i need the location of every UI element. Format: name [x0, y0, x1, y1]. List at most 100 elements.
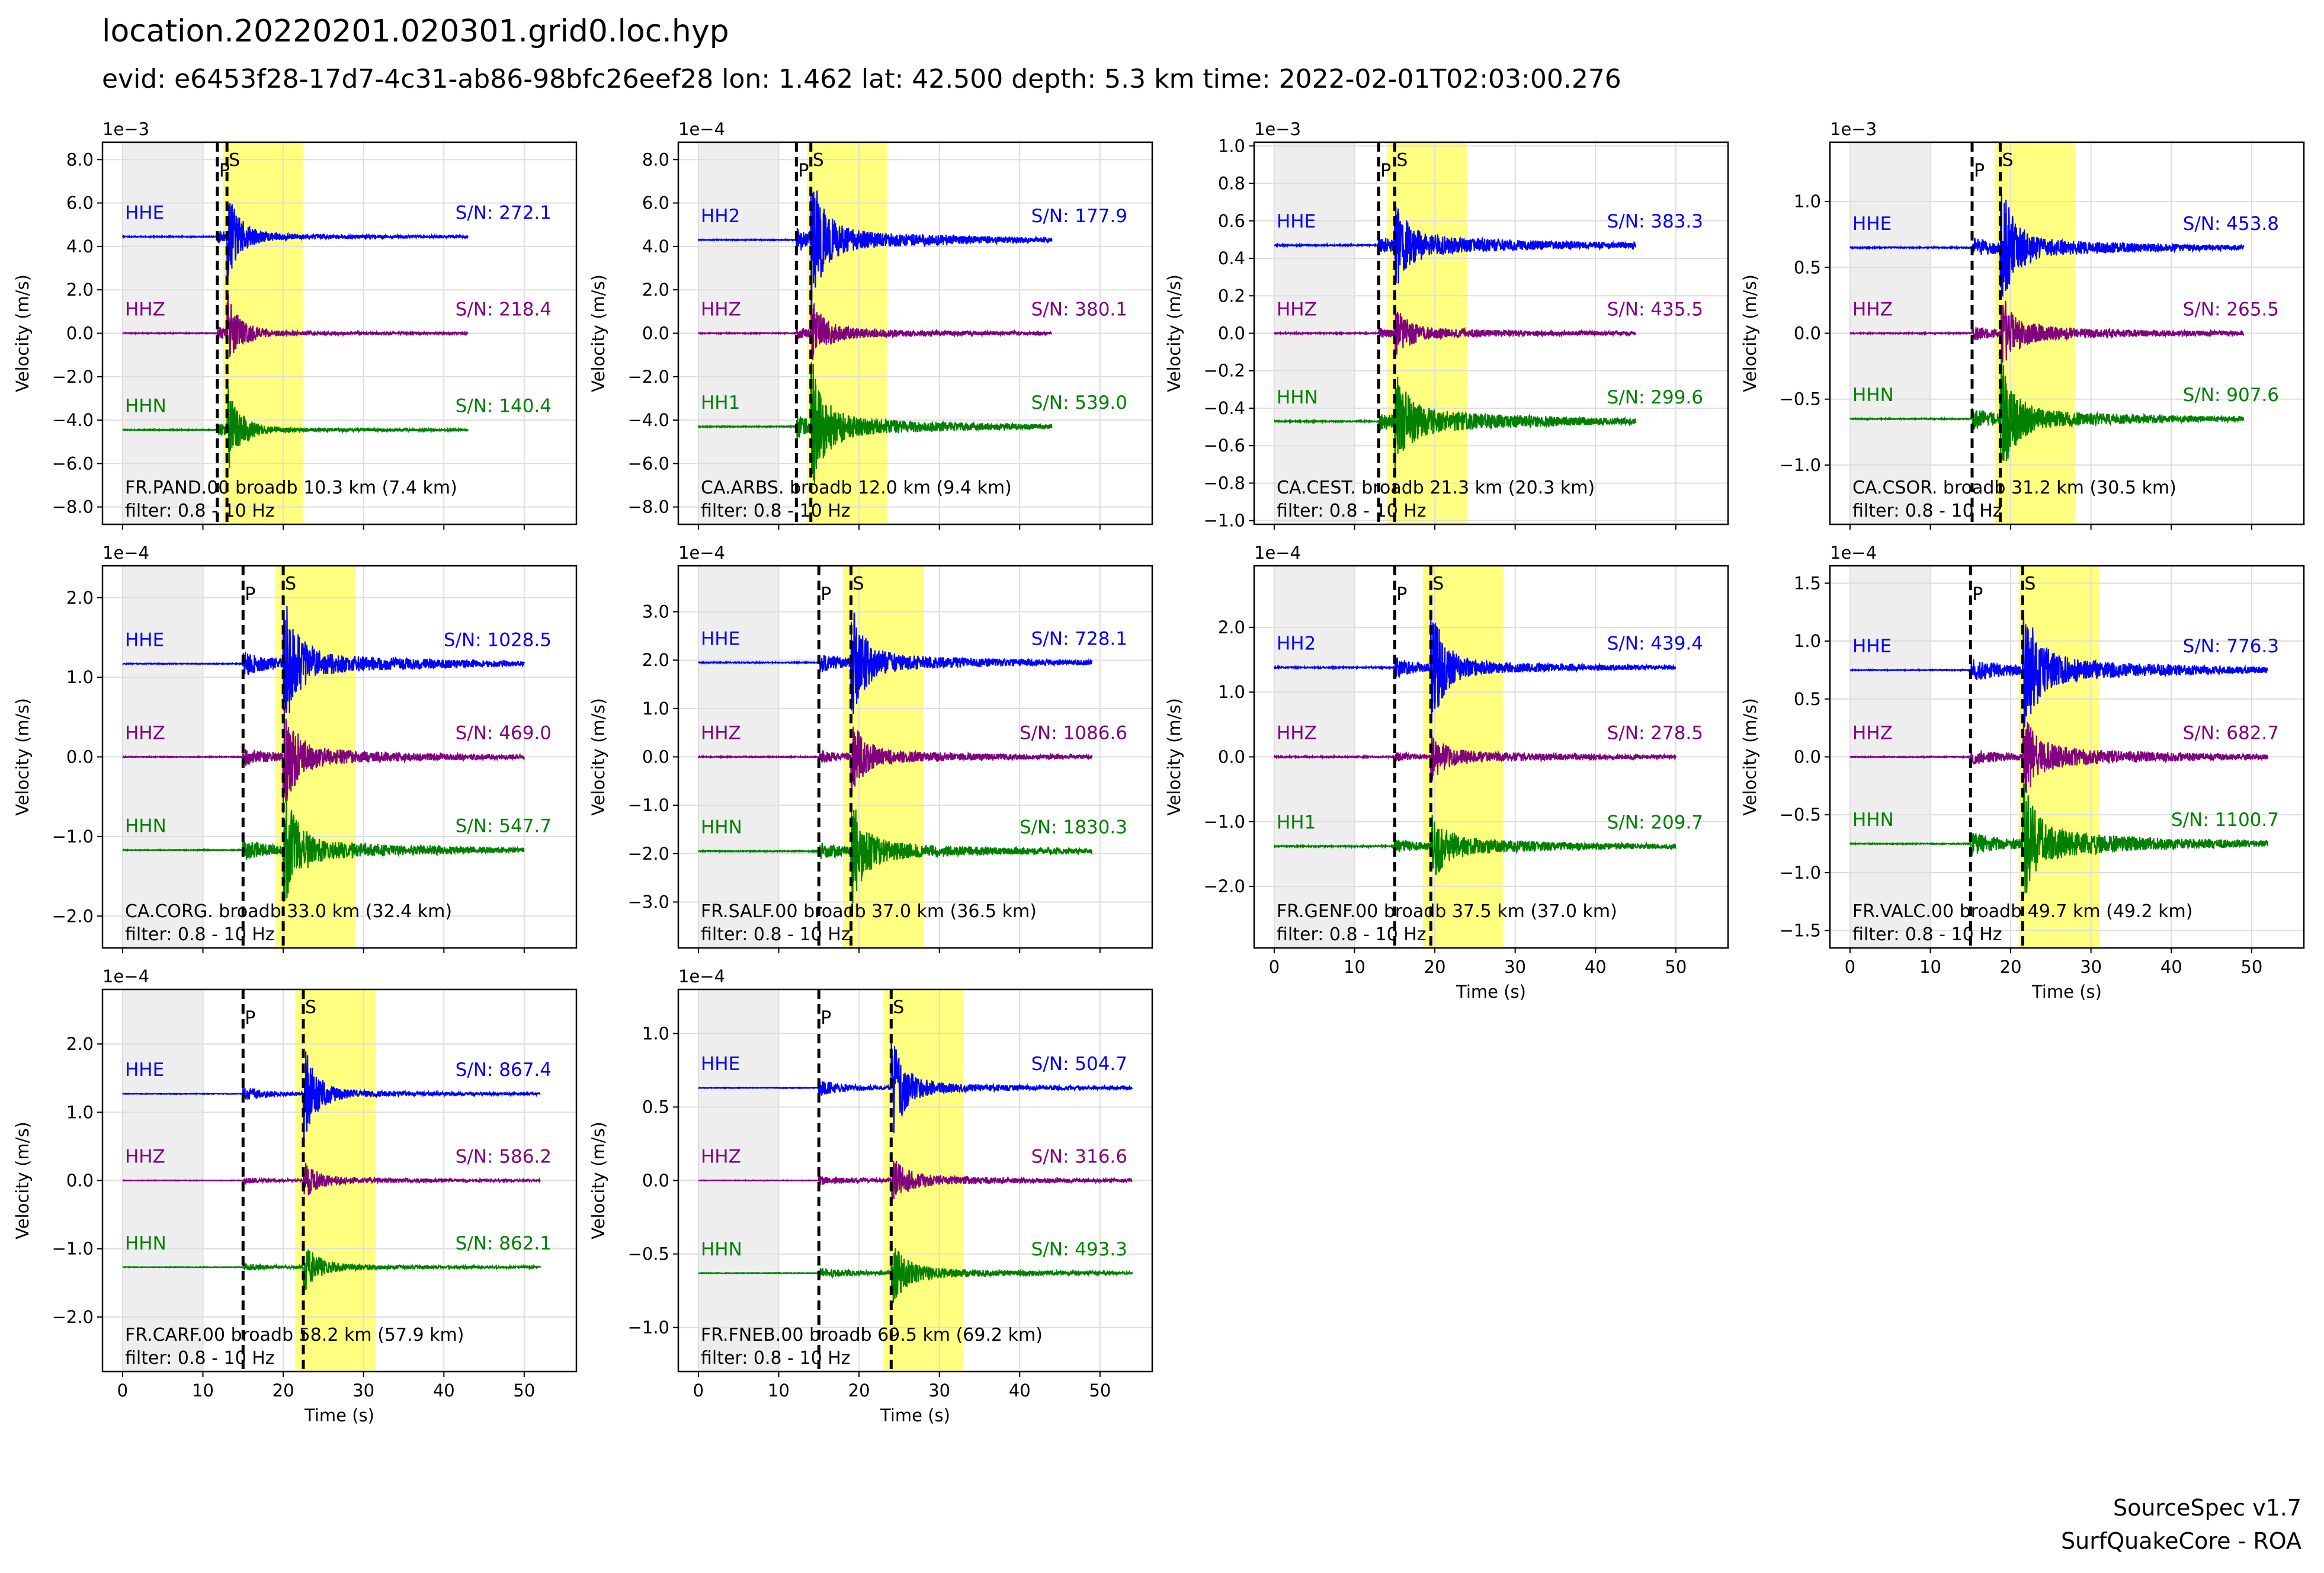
y-tick-label: −1.0	[1780, 863, 1821, 883]
plot-area	[1830, 566, 2304, 948]
x-tick-label: 10	[192, 1380, 214, 1401]
x-tick-label: 30	[928, 1380, 950, 1401]
y-tick-label: 2.0	[642, 280, 669, 300]
sn-label: S/N: 907.6	[2183, 385, 2279, 406]
sn-label: S/N: 862.1	[456, 1233, 552, 1254]
trace-hhz	[1273, 736, 1677, 781]
channel-label: HHZ	[125, 1146, 165, 1168]
y-tick-label: −6.0	[628, 453, 669, 473]
filter-label: filter: 0.8 - 10 Hz	[1277, 501, 1427, 521]
sn-label: S/N: 380.1	[1031, 299, 1127, 321]
p-phase-label: P	[1972, 584, 1983, 605]
sn-label: S/N: 1830.3	[1020, 817, 1127, 838]
axis-exponent: 1e−3	[1830, 119, 1877, 139]
x-axis-label: Time (s)	[2031, 982, 2102, 1002]
station-label: FR.FNEB.00 broadb 69.5 km (69.2 km)	[701, 1325, 1043, 1345]
sn-label: S/N: 586.2	[456, 1146, 552, 1168]
chart-panel: 1.0 0.8 0.6 0.4 0.2 0.0 −0.2 −0.4 −0.6 −0.8 −1.0 Ve…	[1164, 119, 1729, 531]
y-tick-label: −1.0	[52, 1239, 94, 1259]
axis-exponent: 1e−4	[102, 966, 149, 986]
y-tick-label: 2.0	[642, 650, 669, 670]
chart-panel: 8.0 6.0 4.0 2.0 0.0 −2.0 −4.0 −6.0 −8.0 Velocity …	[588, 119, 1153, 530]
y-tick-label: 0.5	[642, 1097, 669, 1117]
y-axis-label: Velocity (m/s)	[12, 1122, 33, 1239]
s-phase-label: S	[2002, 150, 2013, 171]
chart-panel: 1.0 0.5 0.0 −0.5 −1.0 0 10 20 30 40 50 Time (s) Velo…	[588, 966, 1153, 1425]
trace-hhe	[122, 1051, 541, 1142]
channel-label: HH1	[1277, 812, 1316, 833]
x-axis-label: Time (s)	[304, 1405, 374, 1425]
sn-label: S/N: 453.8	[2183, 213, 2279, 235]
trace-hh2	[697, 190, 1053, 309]
channel-label: HHZ	[1852, 723, 1893, 744]
s-phase-label: S	[305, 997, 316, 1018]
y-tick-label: −0.4	[1204, 398, 1245, 418]
channel-label: HHE	[125, 629, 164, 651]
trace-hhn	[122, 389, 469, 469]
channel-label: HHN	[1277, 387, 1318, 408]
y-tick-label: 0.0	[1794, 747, 1821, 767]
channel-label: HH1	[701, 392, 740, 414]
station-label: FR.GENF.00 broadb 37.5 km (37.0 km)	[1277, 901, 1617, 922]
x-tick-label: 30	[2080, 957, 2102, 977]
sn-label: S/N: 776.3	[2183, 636, 2279, 657]
sn-label: S/N: 209.7	[1607, 812, 1703, 833]
y-tick-label: −2.0	[52, 367, 94, 387]
axis-exponent: 1e−4	[678, 966, 725, 986]
trace-hhe	[697, 612, 1093, 715]
y-tick-label: 3.0	[642, 602, 669, 622]
x-tick-label: 40	[2160, 957, 2182, 977]
y-tick-label: 1.0	[1218, 682, 1245, 702]
filter-label: filter: 0.8 - 10 Hz	[125, 924, 275, 945]
y-tick-label: 0.4	[1218, 248, 1245, 268]
plot-area	[1830, 142, 2304, 524]
y-axis-label: Velocity (m/s)	[1740, 274, 1760, 392]
y-tick-label: 8.0	[642, 149, 669, 169]
channel-label: HHZ	[1277, 723, 1317, 744]
sn-label: S/N: 278.5	[1607, 723, 1703, 744]
x-tick-label: 0	[117, 1380, 128, 1401]
trace-hhe	[121, 203, 469, 278]
x-tick-label: 0	[693, 1380, 704, 1401]
filter-label: filter: 0.8 - 10 Hz	[1277, 924, 1427, 945]
y-tick-label: 2.0	[66, 1034, 94, 1054]
y-tick-label: −0.2	[1204, 361, 1245, 381]
y-tick-label: 0.0	[66, 747, 94, 767]
sn-label: S/N: 682.7	[2183, 723, 2279, 744]
sn-label: S/N: 272.1	[456, 202, 552, 223]
y-tick-label: 1.0	[642, 699, 669, 719]
y-tick-label: 1.0	[66, 667, 94, 687]
s-phase-label: S	[285, 574, 296, 594]
y-tick-label: 0.0	[66, 1171, 94, 1191]
y-axis-label: Velocity (m/s)	[12, 698, 33, 816]
station-label: CA.CSOR. broadb 31.2 km (30.5 km)	[1852, 478, 2176, 498]
y-tick-label: 0.0	[642, 747, 669, 767]
channel-label: HHZ	[1277, 299, 1317, 321]
x-tick-label: 50	[2240, 957, 2262, 977]
p-phase-label: P	[245, 584, 255, 605]
plot-area	[102, 989, 576, 1372]
y-tick-label: 0.0	[1794, 323, 1821, 344]
plot-area	[1254, 142, 1728, 524]
axis-exponent: 1e−3	[1254, 119, 1301, 139]
plot-area	[678, 989, 1152, 1372]
p-phase-label: P	[820, 1008, 831, 1029]
filter-label: filter: 0.8 - 10 Hz	[701, 924, 851, 945]
x-tick-label: 10	[768, 1380, 790, 1401]
figure-subtitle: evid: e6453f28-17d7-4c31-ab86-98bfc26eef…	[102, 64, 1621, 94]
trace-hhz	[1849, 722, 2269, 793]
y-tick-label: 0.2	[1218, 286, 1245, 306]
plot-area	[102, 142, 576, 524]
x-axis-label: Time (s)	[1456, 982, 1526, 1002]
y-tick-label: 0.0	[1218, 747, 1245, 767]
y-axis-label: Velocity (m/s)	[588, 274, 608, 392]
sn-label: S/N: 218.4	[456, 299, 552, 321]
y-tick-label: −3.0	[628, 892, 669, 912]
y-tick-label: 8.0	[66, 149, 94, 169]
s-phase-label: S	[813, 150, 824, 171]
y-tick-label: −8.0	[628, 497, 669, 517]
y-tick-label: −1.0	[1780, 455, 1821, 475]
s-phase-label: S	[2024, 574, 2035, 594]
filter-label: filter: 0.8 - 10 Hz	[125, 1348, 275, 1369]
trace-hhe	[1849, 618, 2268, 729]
